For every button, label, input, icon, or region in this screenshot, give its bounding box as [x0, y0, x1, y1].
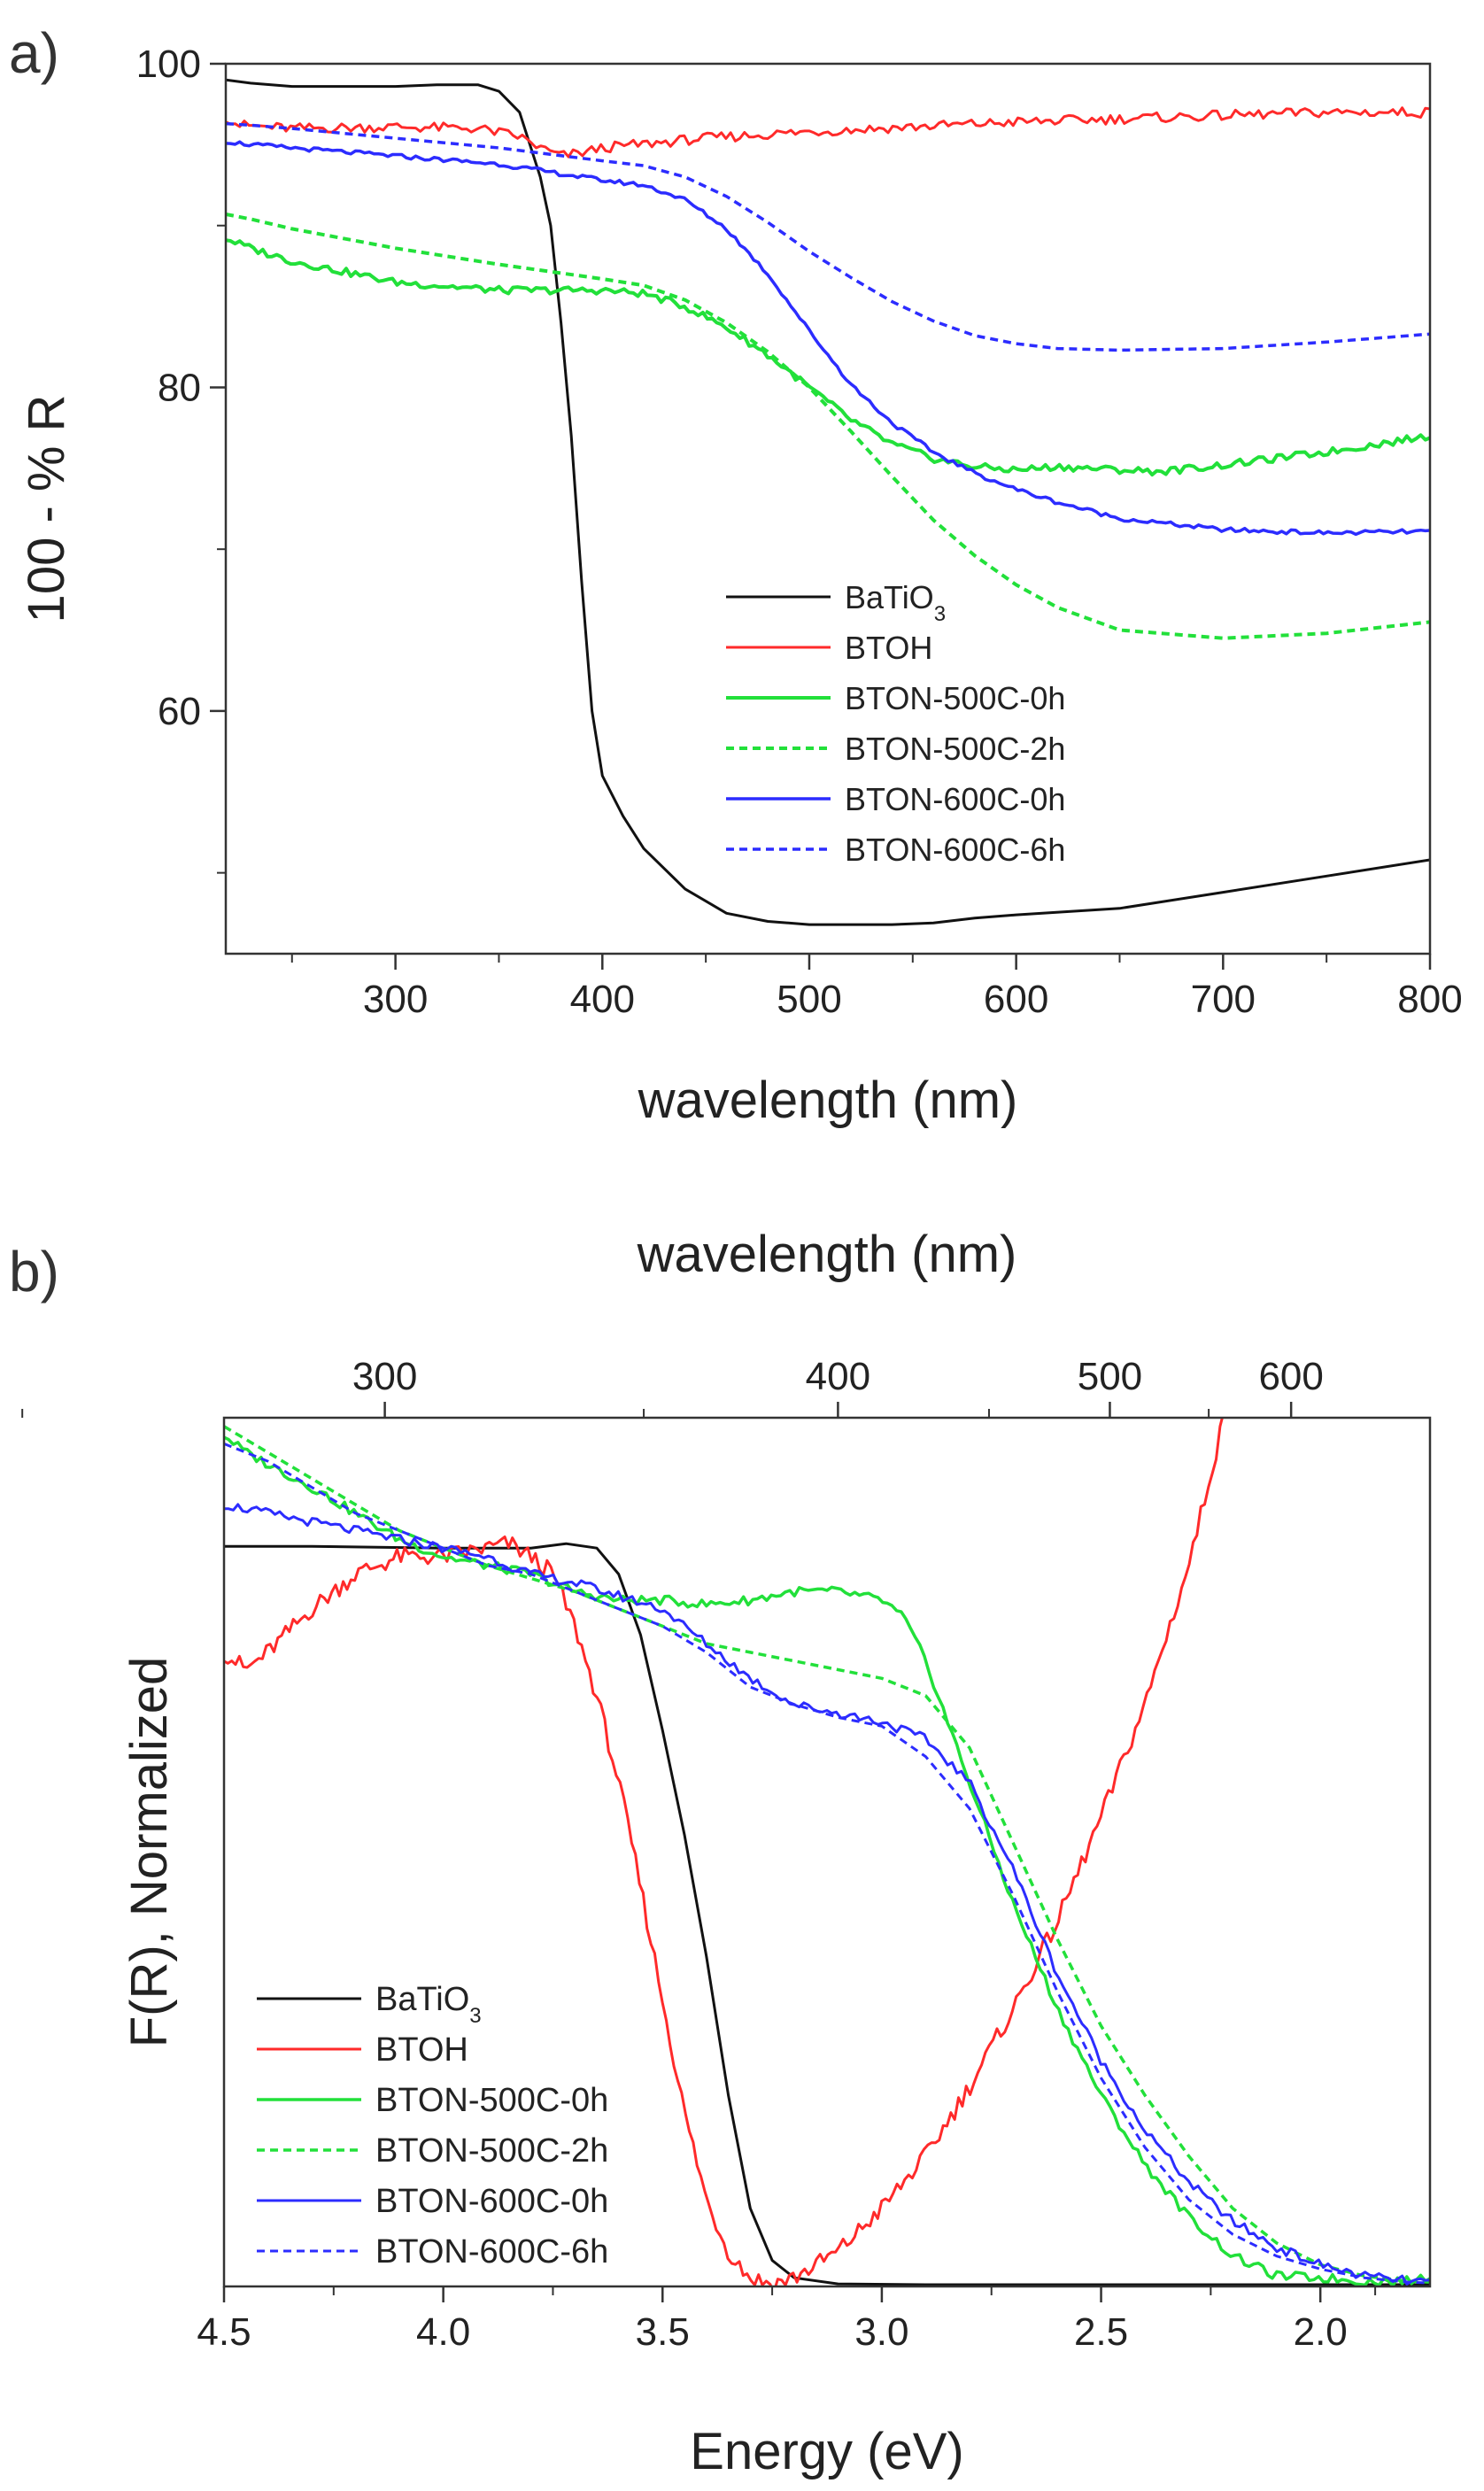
chart-a-legend: BaTiO3 BTOH BTON-500C-0h BTON-500C-2h BTON-6… [726, 579, 1065, 868]
panel-a-letter: a) [9, 21, 59, 85]
chart-b-series-bton-600c-0h [224, 1503, 1430, 2286]
chart-b-series-btoh [224, 1418, 1224, 2286]
legend-label-batio3: BaTiO3 [375, 1981, 482, 2028]
chart-b-series-batio3 [224, 1542, 1430, 2286]
legend-label-bton-600c-0h: BTON-600C-0h [845, 781, 1065, 817]
x-tick-label: 800 [1397, 978, 1462, 1021]
chart-b-series-bton-500c-2h [224, 1425, 1430, 2284]
top-tick-label: 400 [806, 1355, 870, 1398]
chart-a-series-batio3 [226, 78, 1430, 926]
panel-b-letter: b) [9, 1240, 59, 1304]
top-tick-label: 500 [1078, 1355, 1142, 1398]
x-tick-label: 3.0 [854, 2310, 908, 2354]
x-tick-label: 500 [777, 978, 841, 1021]
x-tick-label: 4.0 [416, 2310, 470, 2354]
legend-label-bton-500c-0h: BTON-500C-0h [375, 2082, 608, 2119]
x-tick-label: 2.0 [1294, 2310, 1348, 2354]
legend-label-btoh: BTOH [845, 630, 932, 666]
legend-label-bton-600c-6h: BTON-600C-6h [375, 2233, 608, 2271]
legend-label-bton-500c-2h: BTON-500C-2h [845, 731, 1065, 767]
chart-a-series-lines [226, 78, 1430, 926]
x-tick-label: 2.5 [1074, 2310, 1128, 2354]
chart-a-x-axis-label: wavelength (nm) [638, 1071, 1018, 1129]
y-tick-label: 80 [158, 366, 201, 409]
x-tick-label: 600 [984, 978, 1048, 1021]
y-tick-label: 60 [158, 690, 201, 733]
x-tick-label: 700 [1191, 978, 1256, 1021]
chart-a: 300 400 500 600 700 800 60 80 100 BaTiO3 BTOH BTON… [18, 43, 1463, 1129]
chart-b-x-axis-label: Energy (eV) [690, 2423, 963, 2480]
chart-a-series-btoh [226, 106, 1430, 159]
chart-b-series-lines [224, 1418, 1430, 2286]
chart-a-series-bton-500c-0h [226, 238, 1430, 477]
chart-b-top-axis-label: wavelength (nm) [637, 1226, 1017, 1283]
x-tick-label: 3.5 [636, 2310, 690, 2354]
top-tick-label: 300 [352, 1355, 417, 1398]
y-tick-label: 100 [136, 43, 201, 86]
x-tick-label: 4.5 [197, 2310, 251, 2354]
chart-a-axes: 300 400 500 600 700 800 60 80 100 [136, 43, 1463, 1021]
chart-a-y-axis-label: 100 - % R [18, 395, 75, 623]
chart-b-axes: 4.5 4.0 3.5 3.0 2.5 2.0 300 400 500 600 [21, 1355, 1377, 2354]
legend-label-btoh: BTOH [375, 2031, 468, 2069]
legend-label-bton-500c-0h: BTON-500C-0h [845, 680, 1065, 716]
chart-a-series-bton-500c-2h [226, 212, 1430, 640]
legend-label-bton-600c-6h: BTON-600C-6h [845, 832, 1065, 868]
chart-a-series-bton-600c-6h [226, 121, 1430, 352]
legend-label-bton-500c-2h: BTON-500C-2h [375, 2132, 608, 2170]
chart-a-plot-frame [224, 62, 1432, 955]
x-tick-label: 400 [570, 978, 635, 1021]
chart-b-series-bton-500c-0h [224, 1435, 1430, 2286]
chart-b-series-bton-600c-6h [224, 1443, 1430, 2285]
legend-label-bton-600c-0h: BTON-600C-0h [375, 2183, 608, 2220]
chart-a-series-bton-600c-0h [226, 140, 1430, 537]
chart-b-plot-frame [222, 1416, 1432, 2288]
legend-label-batio3: BaTiO3 [845, 579, 946, 626]
top-tick-label: 600 [1258, 1355, 1323, 1398]
x-tick-label: 300 [363, 978, 428, 1021]
chart-b-y-axis-label: F(R), Normalized [120, 1657, 178, 2048]
